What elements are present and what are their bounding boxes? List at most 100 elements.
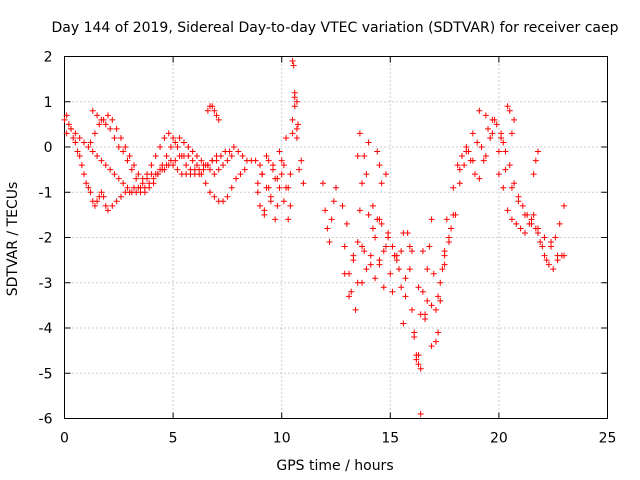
- data-point: [419, 288, 426, 295]
- data-point: [226, 148, 233, 155]
- data-point: [324, 225, 331, 232]
- data-point: [189, 157, 196, 164]
- x-tick-label: 0: [60, 431, 69, 447]
- data-point: [354, 239, 361, 246]
- data-point: [354, 153, 361, 160]
- data-point: [224, 193, 231, 200]
- data-point: [406, 243, 413, 250]
- data-point: [76, 134, 83, 141]
- data-point: [170, 162, 177, 169]
- data-point: [521, 229, 528, 236]
- data-point: [515, 198, 522, 205]
- data-point: [432, 338, 439, 345]
- data-point: [530, 171, 537, 178]
- data-point: [406, 266, 413, 273]
- data-point: [500, 184, 507, 191]
- data-point: [96, 121, 103, 128]
- data-point: [552, 234, 559, 241]
- data-point: [328, 216, 335, 223]
- data-point: [183, 162, 190, 169]
- data-point: [367, 261, 374, 268]
- tick-labels: 0 5 10 15 20 25 -6 -5 -4 -3 -2 -1 0 1 2: [39, 50, 617, 447]
- data-point: [493, 121, 500, 128]
- data-point: [476, 107, 483, 114]
- data-point: [211, 193, 218, 200]
- data-point: [443, 216, 450, 223]
- data-point: [111, 171, 118, 178]
- data-point: [502, 148, 509, 155]
- data-point: [539, 243, 546, 250]
- data-point: [380, 284, 387, 291]
- data-point: [68, 125, 75, 132]
- data-point: [89, 107, 96, 114]
- data-point: [506, 107, 513, 114]
- data-point: [94, 198, 101, 205]
- data-point: [541, 234, 548, 241]
- y-tick-label: 0: [44, 140, 53, 156]
- data-point: [70, 134, 77, 141]
- data-point: [165, 130, 172, 137]
- data-point: [296, 166, 303, 173]
- gridlines: [64, 56, 608, 419]
- data-point: [417, 410, 424, 417]
- data-point: [352, 306, 359, 313]
- y-tick-label: -2: [39, 231, 53, 247]
- data-point: [498, 130, 505, 137]
- data-point: [508, 130, 515, 137]
- data-point: [291, 89, 298, 96]
- data-point: [458, 153, 465, 160]
- y-tick-label: -1: [39, 185, 53, 201]
- data-point: [72, 130, 79, 137]
- data-point: [276, 184, 283, 191]
- data-point: [137, 184, 144, 191]
- data-point: [530, 211, 537, 218]
- data-point: [508, 216, 515, 223]
- data-point: [372, 275, 379, 282]
- data-point: [419, 248, 426, 255]
- data-point: [504, 103, 511, 110]
- data-point: [398, 248, 405, 255]
- data-point: [287, 202, 294, 209]
- data-point: [104, 207, 111, 214]
- data-point: [489, 130, 496, 137]
- data-point: [278, 171, 285, 178]
- data-point: [456, 180, 463, 187]
- data-point: [207, 189, 214, 196]
- data-point: [115, 144, 122, 150]
- data-point: [482, 153, 489, 160]
- data-point: [172, 157, 179, 164]
- data-point: [189, 148, 196, 155]
- data-point: [274, 202, 281, 209]
- data-point: [174, 166, 181, 173]
- data-point: [478, 144, 485, 150]
- data-point: [98, 157, 105, 164]
- y-axis-label: SDTVAR / TECUs: [5, 182, 21, 297]
- data-point: [117, 134, 124, 141]
- data-point: [435, 293, 442, 300]
- data-point: [534, 148, 541, 155]
- data-point: [209, 157, 216, 164]
- data-point: [385, 234, 392, 241]
- data-point: [341, 243, 348, 250]
- data-point: [113, 198, 120, 205]
- data-point: [378, 220, 385, 227]
- data-point: [550, 266, 557, 273]
- data-point: [152, 153, 159, 160]
- plot-frame: [64, 56, 608, 419]
- data-point: [228, 153, 235, 160]
- data-point: [204, 162, 211, 169]
- y-tick-label: -6: [39, 412, 53, 428]
- data-point: [350, 257, 357, 264]
- y-tick-label: 2: [44, 50, 53, 66]
- data-point: [474, 139, 481, 146]
- data-point: [437, 297, 444, 304]
- data-point: [519, 202, 526, 209]
- data-point: [376, 162, 383, 169]
- data-point: [472, 171, 479, 178]
- data-point: [441, 261, 448, 268]
- data-point: [361, 153, 368, 160]
- data-point: [141, 189, 148, 196]
- data-point: [122, 144, 129, 150]
- data-point: [289, 116, 296, 123]
